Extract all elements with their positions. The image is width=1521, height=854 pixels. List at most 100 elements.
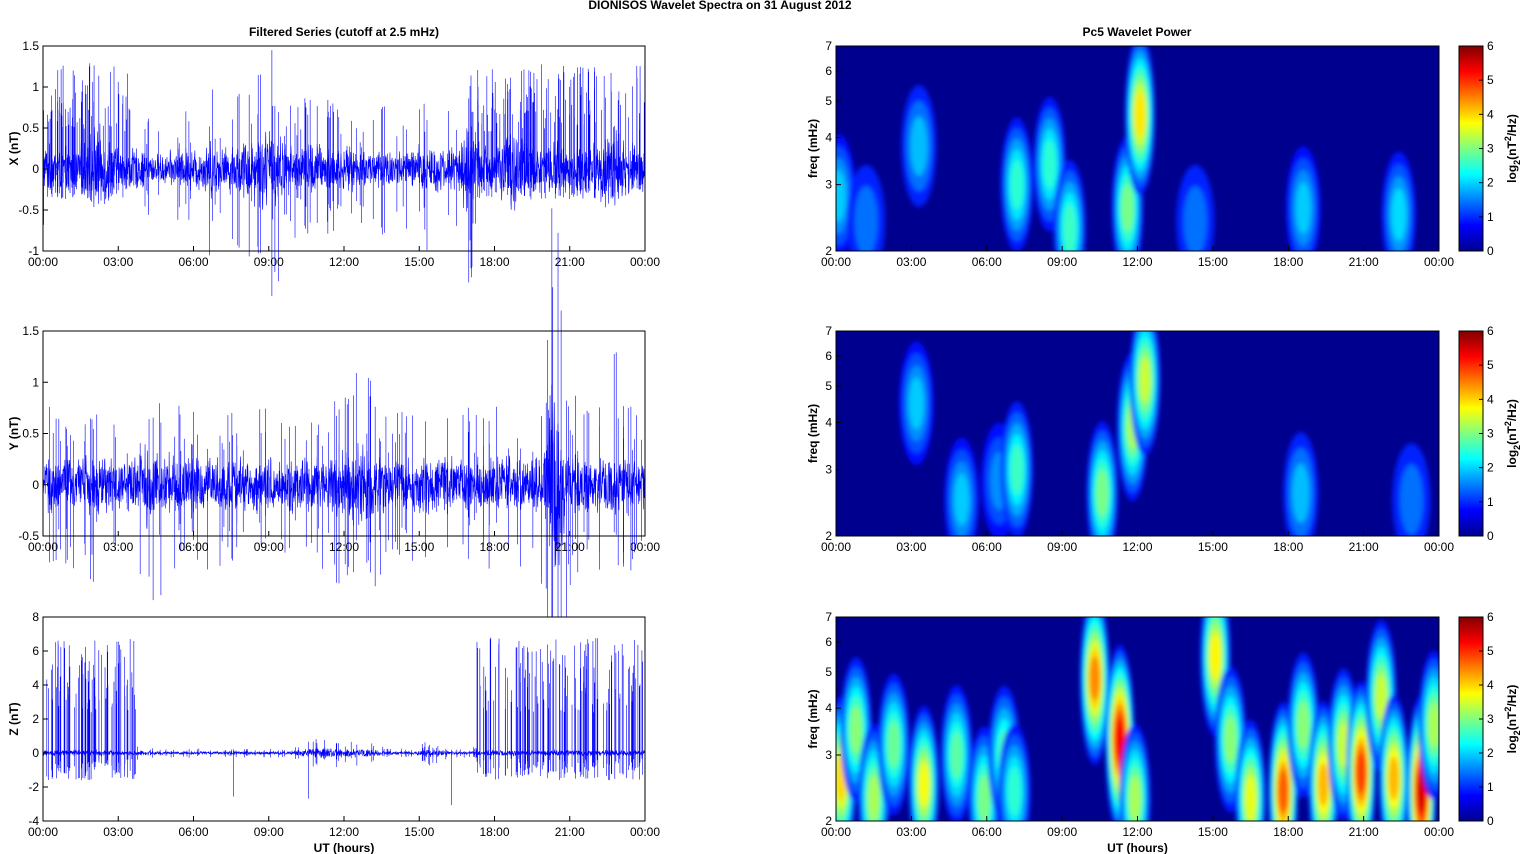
- z-spectrum-power-layer: [836, 617, 1439, 821]
- x-spectrum-y-tick-label: 7: [825, 39, 832, 53]
- z-spectrum-power-blob: [1337, 721, 1350, 768]
- z-spectrum-y-tick-label: 3: [825, 748, 832, 762]
- y-series-y-axis-label: Y (nT): [7, 417, 21, 451]
- x-spectrum-x-tick-label: 00:00: [821, 255, 851, 269]
- z-spectrum-x-tick-label: 09:00: [1047, 825, 1077, 839]
- x-spectrum-colorbar-tick-label: 5: [1487, 73, 1494, 87]
- y-spectrum-x-tick-label: 09:00: [1047, 540, 1077, 554]
- y-spectrum-x-tick-label: 06:00: [972, 540, 1002, 554]
- y-spectrum-x-tick-label: 12:00: [1122, 540, 1152, 554]
- z-spectrum-power-blob: [1388, 756, 1400, 800]
- x-spectrum-x-tick-label: 06:00: [972, 255, 1002, 269]
- y-spectrum-y-tick-label: 2: [825, 529, 832, 543]
- z-spectrum-y-tick-label: 6: [825, 635, 832, 649]
- x-series-y-tick-label: -0.5: [18, 203, 39, 217]
- y-series-x-tick-label: 12:00: [329, 540, 359, 554]
- z-spectrum-power-blob: [1114, 718, 1125, 761]
- x-spectrum-power-blob: [1043, 139, 1057, 189]
- x-spectrum-power-blob: [1010, 160, 1024, 210]
- x-spectrum-power-blob: [1296, 182, 1311, 235]
- z-spectrum-power-blob: [1129, 775, 1141, 821]
- y-spectrum-power-blob: [1139, 356, 1151, 403]
- y-series-x-tick-label: 00:00: [630, 540, 660, 554]
- y-spectrum-x-tick-label: 21:00: [1349, 540, 1379, 554]
- x-series-y-tick-label: 1: [32, 80, 39, 94]
- y-spectrum-y-tick-label: 6: [825, 349, 832, 363]
- y-spectrum-y-tick-label: 5: [825, 379, 832, 393]
- z-spectrum-y-axis-label: freq (mHz): [806, 689, 820, 748]
- z-spectrum-x-tick-label: 00:00: [1424, 825, 1454, 839]
- z-spectrum-x-tick-label: 06:00: [972, 825, 1002, 839]
- z-spectrum-y-tick-label: 7: [825, 610, 832, 624]
- y-spectrum-power-blob: [1096, 469, 1109, 517]
- x-spectrum-panel: 2 3 4 5 6 7 freq (mHz) 00:00 03:00 06:00 09:00 12:0…: [806, 39, 1521, 269]
- x-spectrum-colorbar-tick-label: 1: [1487, 210, 1494, 224]
- y-spectrum-power-blob: [909, 377, 924, 430]
- z-series-x-tick-label: 09:00: [254, 825, 284, 839]
- x-spectrum-y-tick-label: 2: [825, 244, 832, 258]
- x-spectrum-power-layer: [836, 46, 1416, 251]
- y-spectrum-x-tick-label: 18:00: [1273, 540, 1303, 554]
- y-spectrum-power-layer: [899, 331, 1431, 536]
- z-series-x-tick-label: 00:00: [630, 825, 660, 839]
- x-series-x-tick-label: 21:00: [555, 255, 585, 269]
- y-spectrum-y-tick-label: 4: [825, 416, 832, 430]
- x-series-y-axis-label: X (nT): [7, 132, 21, 166]
- y-spectrum-y-tick-label: 3: [825, 463, 832, 477]
- x-spectrum-colorbar-tick-label: 0: [1487, 244, 1494, 258]
- z-spectrum-power-blob: [1089, 656, 1101, 701]
- y-spectrum-colorbar-tick-label: 1: [1487, 495, 1494, 509]
- z-spectrum-colorbar-tick-label: 6: [1487, 610, 1494, 624]
- x-series-plot-area: [43, 46, 645, 251]
- x-spectrum-colorbar-tick-label: 2: [1487, 176, 1494, 190]
- y-spectrum-power-blob: [1010, 444, 1024, 495]
- z-spectrum-colorbar-tick-label: 2: [1487, 746, 1494, 760]
- x-spectrum-colorbar-tick-label: 3: [1487, 142, 1494, 156]
- z-series-y-tick-label: 6: [32, 644, 39, 658]
- y-spectrum-colorbar-label: log2(nT2/Hz): [1503, 399, 1521, 468]
- z-series-y-tick-label: 2: [32, 712, 39, 726]
- x-spectrum-colorbar-tick-label: 4: [1487, 107, 1494, 121]
- y-spectrum-panel: 2 3 4 5 6 7 freq (mHz) 00:00 03:00 06:00 09:00 12:0…: [806, 324, 1521, 554]
- y-series-panel: -0.5 0 0.5 1 1.5 Y (nT) 00:00 03:00 06:00 09:00 12…: [7, 208, 660, 721]
- x-spectrum-power-blob: [1121, 184, 1134, 232]
- x-series-x-tick-label: 18:00: [479, 255, 509, 269]
- z-series-x-tick-label: 15:00: [404, 825, 434, 839]
- y-spectrum-x-tick-label: 03:00: [896, 540, 926, 554]
- x-spectrum-power-blob: [854, 186, 878, 251]
- z-series-x-tick-label: 12:00: [329, 825, 359, 839]
- z-spectrum-power-blob: [978, 774, 991, 821]
- z-spectrum-y-tick-label: 2: [825, 814, 832, 828]
- z-series-spikes: [46, 637, 643, 806]
- x-series-y-tick-label: 0: [32, 162, 39, 176]
- x-spectrum-x-tick-label: 03:00: [896, 255, 926, 269]
- z-spectrum-x-tick-label: 03:00: [896, 825, 926, 839]
- x-spectrum-x-tick-label: 18:00: [1273, 255, 1303, 269]
- z-spectrum-power-blob: [1278, 769, 1289, 813]
- x-spectrum-x-tick-label: 09:00: [1047, 255, 1077, 269]
- z-spectrum-power-blob: [1245, 775, 1257, 821]
- y-series-x-tick-label: 09:00: [254, 540, 284, 554]
- z-spectrum-x-tick-label: 18:00: [1273, 825, 1303, 839]
- y-spectrum-colorbar-tick-label: 0: [1487, 529, 1494, 543]
- y-spectrum-power-blob: [954, 473, 969, 526]
- x-spectrum-y-tick-label: 6: [825, 64, 832, 78]
- z-spectrum-power-blob: [868, 775, 880, 821]
- x-spectrum-x-tick-label: 15:00: [1198, 255, 1228, 269]
- x-series-trace: [42, 123, 646, 212]
- z-spectrum-power-blob: [1297, 701, 1310, 750]
- y-spectrum-colorbar-tick-label: 6: [1487, 324, 1494, 338]
- left-column-title: Filtered Series (cutoff at 2.5 mHz): [249, 25, 439, 39]
- z-series-x-tick-label: 21:00: [555, 825, 585, 839]
- x-series-panel: -1 -0.5 0 0.5 1 1.5 X (nT) 00:00 03:00 06:00 09:00…: [7, 39, 660, 296]
- z-series-x-axis-label: UT (hours): [314, 841, 375, 854]
- z-series-x-tick-label: 00:00: [28, 825, 58, 839]
- x-series-x-tick-label: 06:00: [178, 255, 208, 269]
- y-series-x-tick-label: 15:00: [404, 540, 434, 554]
- x-spectrum-power-blob: [1391, 188, 1407, 241]
- z-spectrum-power-blob: [850, 706, 863, 754]
- x-series-x-tick-label: 09:00: [254, 255, 284, 269]
- x-series-x-tick-label: 15:00: [404, 255, 434, 269]
- x-series-x-tick-label: 00:00: [28, 255, 58, 269]
